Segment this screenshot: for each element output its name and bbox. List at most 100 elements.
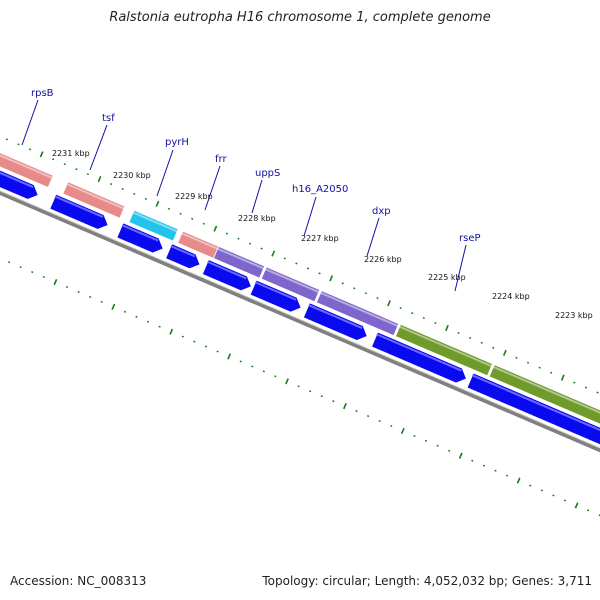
- tick-minor: [295, 262, 298, 265]
- tick-major: [516, 477, 521, 484]
- tick-minor: [587, 509, 590, 512]
- gene-leader-line: [89, 124, 108, 171]
- cds-arrow-shine: [255, 281, 297, 301]
- tick-minor: [251, 365, 254, 368]
- tick-minor: [529, 484, 532, 487]
- tick-minor: [552, 494, 555, 497]
- accession-text: Accession: NC_008313: [10, 574, 147, 588]
- tick-minor: [306, 267, 310, 270]
- cds-arrow-shine: [207, 260, 247, 280]
- tick-minor: [297, 385, 300, 388]
- tick-minor: [448, 449, 451, 452]
- tick-minor: [216, 350, 219, 353]
- gene-block-shine: [265, 268, 320, 293]
- cds-arrow-shine: [121, 224, 159, 242]
- gene-leader-line: [251, 179, 263, 214]
- tick-minor: [376, 297, 379, 300]
- tick-minor: [167, 207, 171, 210]
- gene-leader-line: [366, 217, 380, 257]
- tick-minor: [135, 315, 138, 318]
- tick-minor: [469, 336, 472, 339]
- inner-ticks-ring: [7, 261, 600, 517]
- tick-major: [329, 275, 334, 282]
- tick-minor: [538, 366, 541, 369]
- tick-minor: [179, 212, 182, 215]
- kbp-label: 2231 kbp: [52, 149, 90, 158]
- tick-minor: [436, 444, 439, 447]
- kbp-label: 2226 kbp: [364, 255, 402, 264]
- gene-leader-line: [454, 244, 467, 292]
- gene-block-rseP: [394, 323, 494, 377]
- tick-minor: [378, 419, 381, 423]
- gene-block-pyrH: [128, 209, 179, 242]
- tick-minor: [482, 464, 486, 467]
- kbp-label: 2223 kbp: [555, 311, 593, 320]
- backbone-highlight: [0, 190, 600, 449]
- tick-minor: [471, 459, 474, 462]
- gene-block-shine: [217, 247, 264, 270]
- tick-minor: [109, 183, 113, 186]
- tick-minor: [17, 143, 20, 146]
- map-title: Ralstonia eutropha H16 chromosome 1, com…: [109, 10, 491, 25]
- backbone-line: [0, 190, 600, 453]
- tick-minor: [457, 331, 460, 335]
- tick-minor: [31, 271, 34, 274]
- tick-minor: [237, 237, 240, 240]
- tick-minor: [494, 469, 497, 472]
- tick-minor: [158, 325, 161, 328]
- tick-minor: [341, 282, 344, 285]
- tick-minor: [390, 424, 393, 428]
- tick-minor: [526, 361, 530, 364]
- tick-major: [97, 176, 102, 183]
- tick-minor: [355, 410, 358, 413]
- tick-major: [227, 353, 232, 360]
- tick-minor: [225, 232, 229, 235]
- kbp-label: 2228 kbp: [238, 214, 276, 223]
- gene-label-dxp: dxp: [372, 206, 391, 217]
- gene-block-shine: [132, 211, 178, 233]
- tick-minor: [19, 266, 22, 269]
- tick-minor: [191, 217, 194, 220]
- tick-major: [285, 378, 289, 385]
- tick-minor: [424, 439, 428, 442]
- tick-minor: [86, 173, 90, 176]
- tick-minor: [320, 395, 323, 398]
- gene-label-rseP: rseP: [459, 233, 481, 244]
- tick-minor: [505, 474, 509, 477]
- gene-block-shine: [320, 291, 399, 327]
- tick-minor: [492, 346, 495, 349]
- tick-major: [502, 349, 507, 356]
- tick-minor: [144, 197, 147, 200]
- kbp-label: 2224 kbp: [492, 292, 530, 301]
- tick-minor: [133, 192, 136, 196]
- tick-major: [39, 151, 44, 158]
- tick-minor: [332, 400, 335, 403]
- gene-block-rpsB: [0, 152, 54, 189]
- cds-arrow: [370, 331, 468, 384]
- gene-block-shine: [66, 183, 125, 210]
- kbp-label: 2229 kbp: [175, 192, 213, 201]
- tick-minor: [434, 321, 437, 325]
- tick-major: [574, 502, 579, 509]
- tick-minor: [77, 290, 80, 293]
- cds-arrow-shine: [54, 195, 104, 218]
- cds-arrow: [466, 372, 600, 446]
- tick-minor: [573, 381, 576, 384]
- gene-block-shine: [181, 232, 219, 250]
- kbp-label: 2230 kbp: [113, 171, 151, 180]
- gene-block-rseP: [488, 364, 600, 425]
- tick-minor: [309, 390, 312, 393]
- backbone-ring: [0, 190, 600, 453]
- tick-major: [155, 200, 160, 207]
- tick-major: [560, 374, 565, 381]
- tick-minor: [52, 158, 55, 161]
- tick-minor: [411, 312, 414, 315]
- tick-major: [445, 324, 449, 332]
- tick-minor: [28, 148, 32, 151]
- tick-major: [400, 427, 405, 435]
- gene-label-frr: frr: [215, 154, 227, 165]
- tick-minor: [89, 295, 92, 298]
- tick-major: [271, 250, 276, 257]
- tick-major: [343, 403, 347, 410]
